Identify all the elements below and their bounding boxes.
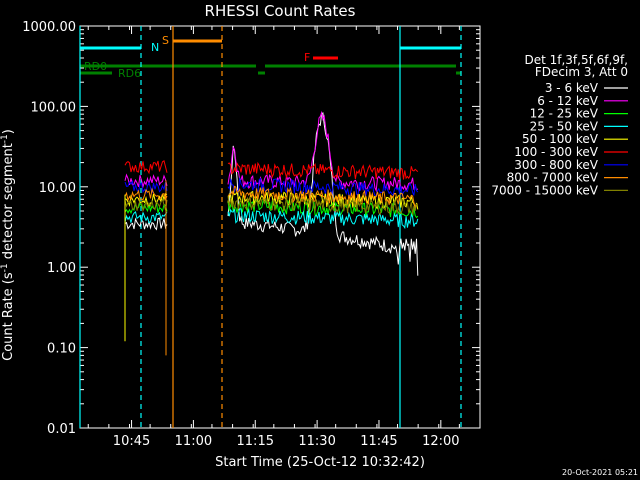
footer-timestamp: 20-Oct-2021 05:21 [562, 468, 638, 477]
flag-label-n: N [151, 41, 159, 54]
y-tick-label: 1.00 [47, 261, 76, 276]
legend-entry-label: 6 - 12 keV [537, 94, 599, 108]
series-trace-5 [124, 159, 168, 175]
series-trace-2 [124, 202, 168, 215]
flag-label-s: S [162, 34, 169, 47]
x-tick-label: 11:30 [298, 434, 335, 449]
legend-entry-label: 7000 - 15000 keV [491, 183, 598, 197]
legend-entry-label: 300 - 800 keV [514, 158, 598, 172]
x-tick-label: 11:00 [175, 434, 212, 449]
legend-entry-label: 25 - 50 keV [530, 119, 599, 133]
series-trace-8-b [227, 196, 418, 216]
legend-entry-label: 800 - 7000 keV [507, 171, 599, 185]
series-trace-5-b [227, 161, 419, 180]
legend-header-line: FDecim 3, Att 0 [535, 65, 628, 79]
legend-entry-label: 100 - 300 keV [514, 145, 598, 159]
interval-markers [79, 26, 462, 428]
x-axis-label: Start Time (25-Oct-12 10:32:42) [215, 455, 425, 470]
series-trace-8 [124, 198, 168, 213]
x-tick-label: 11:15 [237, 434, 274, 449]
series-trace-0 [124, 217, 168, 231]
flag-label-rd6: RD6 [118, 67, 141, 80]
y-axis: 1000.00 100.00 10.00 1.00 0.10 0.01 [22, 20, 480, 437]
flag-bars: NS F RD0 RD6 [80, 34, 461, 80]
series-lines [124, 110, 419, 356]
series-trace-3 [124, 210, 168, 224]
x-tick-label: 11:45 [360, 434, 397, 449]
plot-border [79, 25, 481, 429]
y-axis-label: Count Rate (s-1 detector segment-1) [0, 129, 16, 361]
y-tick-label: 0.10 [47, 342, 76, 357]
plot-frame [79, 25, 481, 429]
series-trace-3-b [227, 207, 419, 230]
legend-entry-label: 50 - 100 keV [522, 132, 599, 146]
legend-header-line: Det 1f,3f,5f,6f,9f, [524, 53, 628, 67]
chart-title: RHESSI Count Rates [205, 2, 356, 20]
legend-entry-label: 3 - 6 keV [545, 81, 599, 95]
legend-entry-label: 12 - 25 keV [530, 107, 599, 121]
y-tick-label: 0.01 [47, 422, 76, 437]
series-trace-6-b [227, 177, 419, 198]
flag-label-rd0: RD0 [84, 60, 107, 73]
x-axis: 10:45 11:00 11:15 11:30 11:45 12:00 [87, 26, 481, 449]
series-trace-0-b [227, 112, 419, 276]
series-trace-1 [124, 173, 168, 189]
y-tick-label: 10.00 [39, 181, 76, 196]
series-trace-1-b [227, 110, 419, 193]
flag-label-f: F [304, 51, 310, 64]
series-trace-6 [124, 179, 168, 195]
x-tick-label: 12:00 [422, 434, 459, 449]
y-tick-label: 100.00 [31, 100, 77, 115]
series-trace-7 [124, 187, 168, 202]
y-tick-label: 1000.00 [22, 20, 76, 35]
legend: Det 1f,3f,5f,6f,9f,FDecim 3, Att 0 3 - 6 … [491, 53, 628, 197]
x-tick-label: 10:45 [113, 434, 150, 449]
